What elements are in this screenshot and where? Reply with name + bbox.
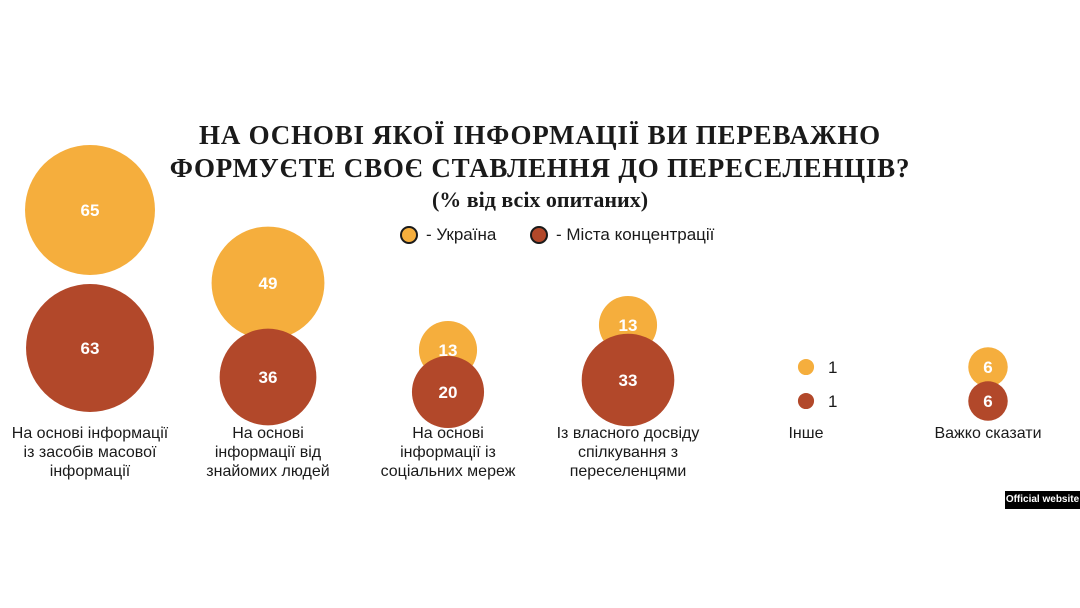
category-label-2-line-0: На основі [412,425,484,442]
chart-legend: - Україна - Міста концентрації [0,222,1080,248]
category-label-3-line-0: Із власного досвіду [556,425,700,442]
category-label-4: Інше [746,424,866,443]
bubble-cities-1 [219,328,317,426]
bubble-ukraine-1 [211,226,325,340]
category-label-0-line-2: інформації [49,463,131,480]
category-label-4-line-0: Інше [788,425,824,442]
value-label-cities-4: 1 [828,392,837,411]
legend-item-ukraine: - Україна [400,222,496,248]
legend-swatch-cities [530,226,548,244]
category-label-1: На основі інформації від знайомих людей [188,424,348,481]
category-label-3: Із власного досвіду спілкування з переселе… [533,424,723,481]
category-label-1-line-2: знайомих людей [206,463,330,480]
value-label-cities-5: 6 [983,392,992,411]
value-label-ukraine-5: 6 [983,358,992,377]
bubble-ukraine-0 [25,145,155,275]
value-label-cities-3: 33 [619,371,638,390]
bubble-cities-2 [411,355,485,429]
value-label-ukraine-1: 49 [259,274,278,293]
value-label-ukraine-4: 1 [828,358,837,377]
bubble-cities-5 [968,381,1008,421]
value-label-cities-0: 63 [81,339,100,358]
legend-label-cities: - Міста концентрації [556,225,715,244]
category-label-5: Важко сказати [908,424,1068,443]
chart-title: НА ОСНОВІ ЯКОЇ ІНФОРМАЦІЇ ВИ ПЕРЕВАЖНО Ф… [0,119,1080,185]
category-label-5-line-0: Важко сказати [934,425,1042,442]
category-label-3-line-1: спілкування з [577,444,679,461]
value-label-ukraine-3: 13 [619,316,638,335]
bubble-cities-4 [797,392,815,410]
bubble-ukraine-4 [797,358,815,376]
value-label-ukraine-0: 65 [81,201,100,220]
value-label-cities-2: 20 [439,383,458,402]
category-label-1-line-1: інформації від [214,444,322,461]
value-label-ukraine-2: 13 [439,341,458,360]
category-label-0: На основі інформації із засобів масової ін… [0,424,180,481]
legend-item-cities: - Міста концентрації [530,222,714,248]
category-label-2-line-1: інформації із [400,444,496,461]
official-website-badge: Official website [1005,491,1080,509]
category-label-2: На основі інформації із соціальних мереж [363,424,533,481]
value-label-cities-1: 36 [259,368,278,387]
chart-subtitle: (% від всіх опитаних) [431,187,649,212]
category-label-1-line-0: На основі [232,425,304,442]
category-label-3-line-2: переселенцями [569,463,687,480]
bubble-ukraine-5 [968,347,1008,387]
category-label-2-line-2: соціальних мереж [380,463,516,480]
legend-swatch-ukraine [400,226,418,244]
bubble-cities-0 [26,284,154,412]
category-label-0-line-0: На основі інформації [11,425,169,442]
category-label-0-line-1: із засобів масової [23,444,157,461]
chart-title-line-2: ФОРМУЄТЕ СВОЄ СТАВЛЕННЯ ДО ПЕРЕСЕЛЕНЦІВ? [169,153,911,183]
bubble-cities-3 [581,333,675,427]
legend-label-ukraine: - Україна [426,225,497,244]
chart-title-line-1: НА ОСНОВІ ЯКОЇ ІНФОРМАЦІЇ ВИ ПЕРЕВАЖНО [199,120,881,150]
